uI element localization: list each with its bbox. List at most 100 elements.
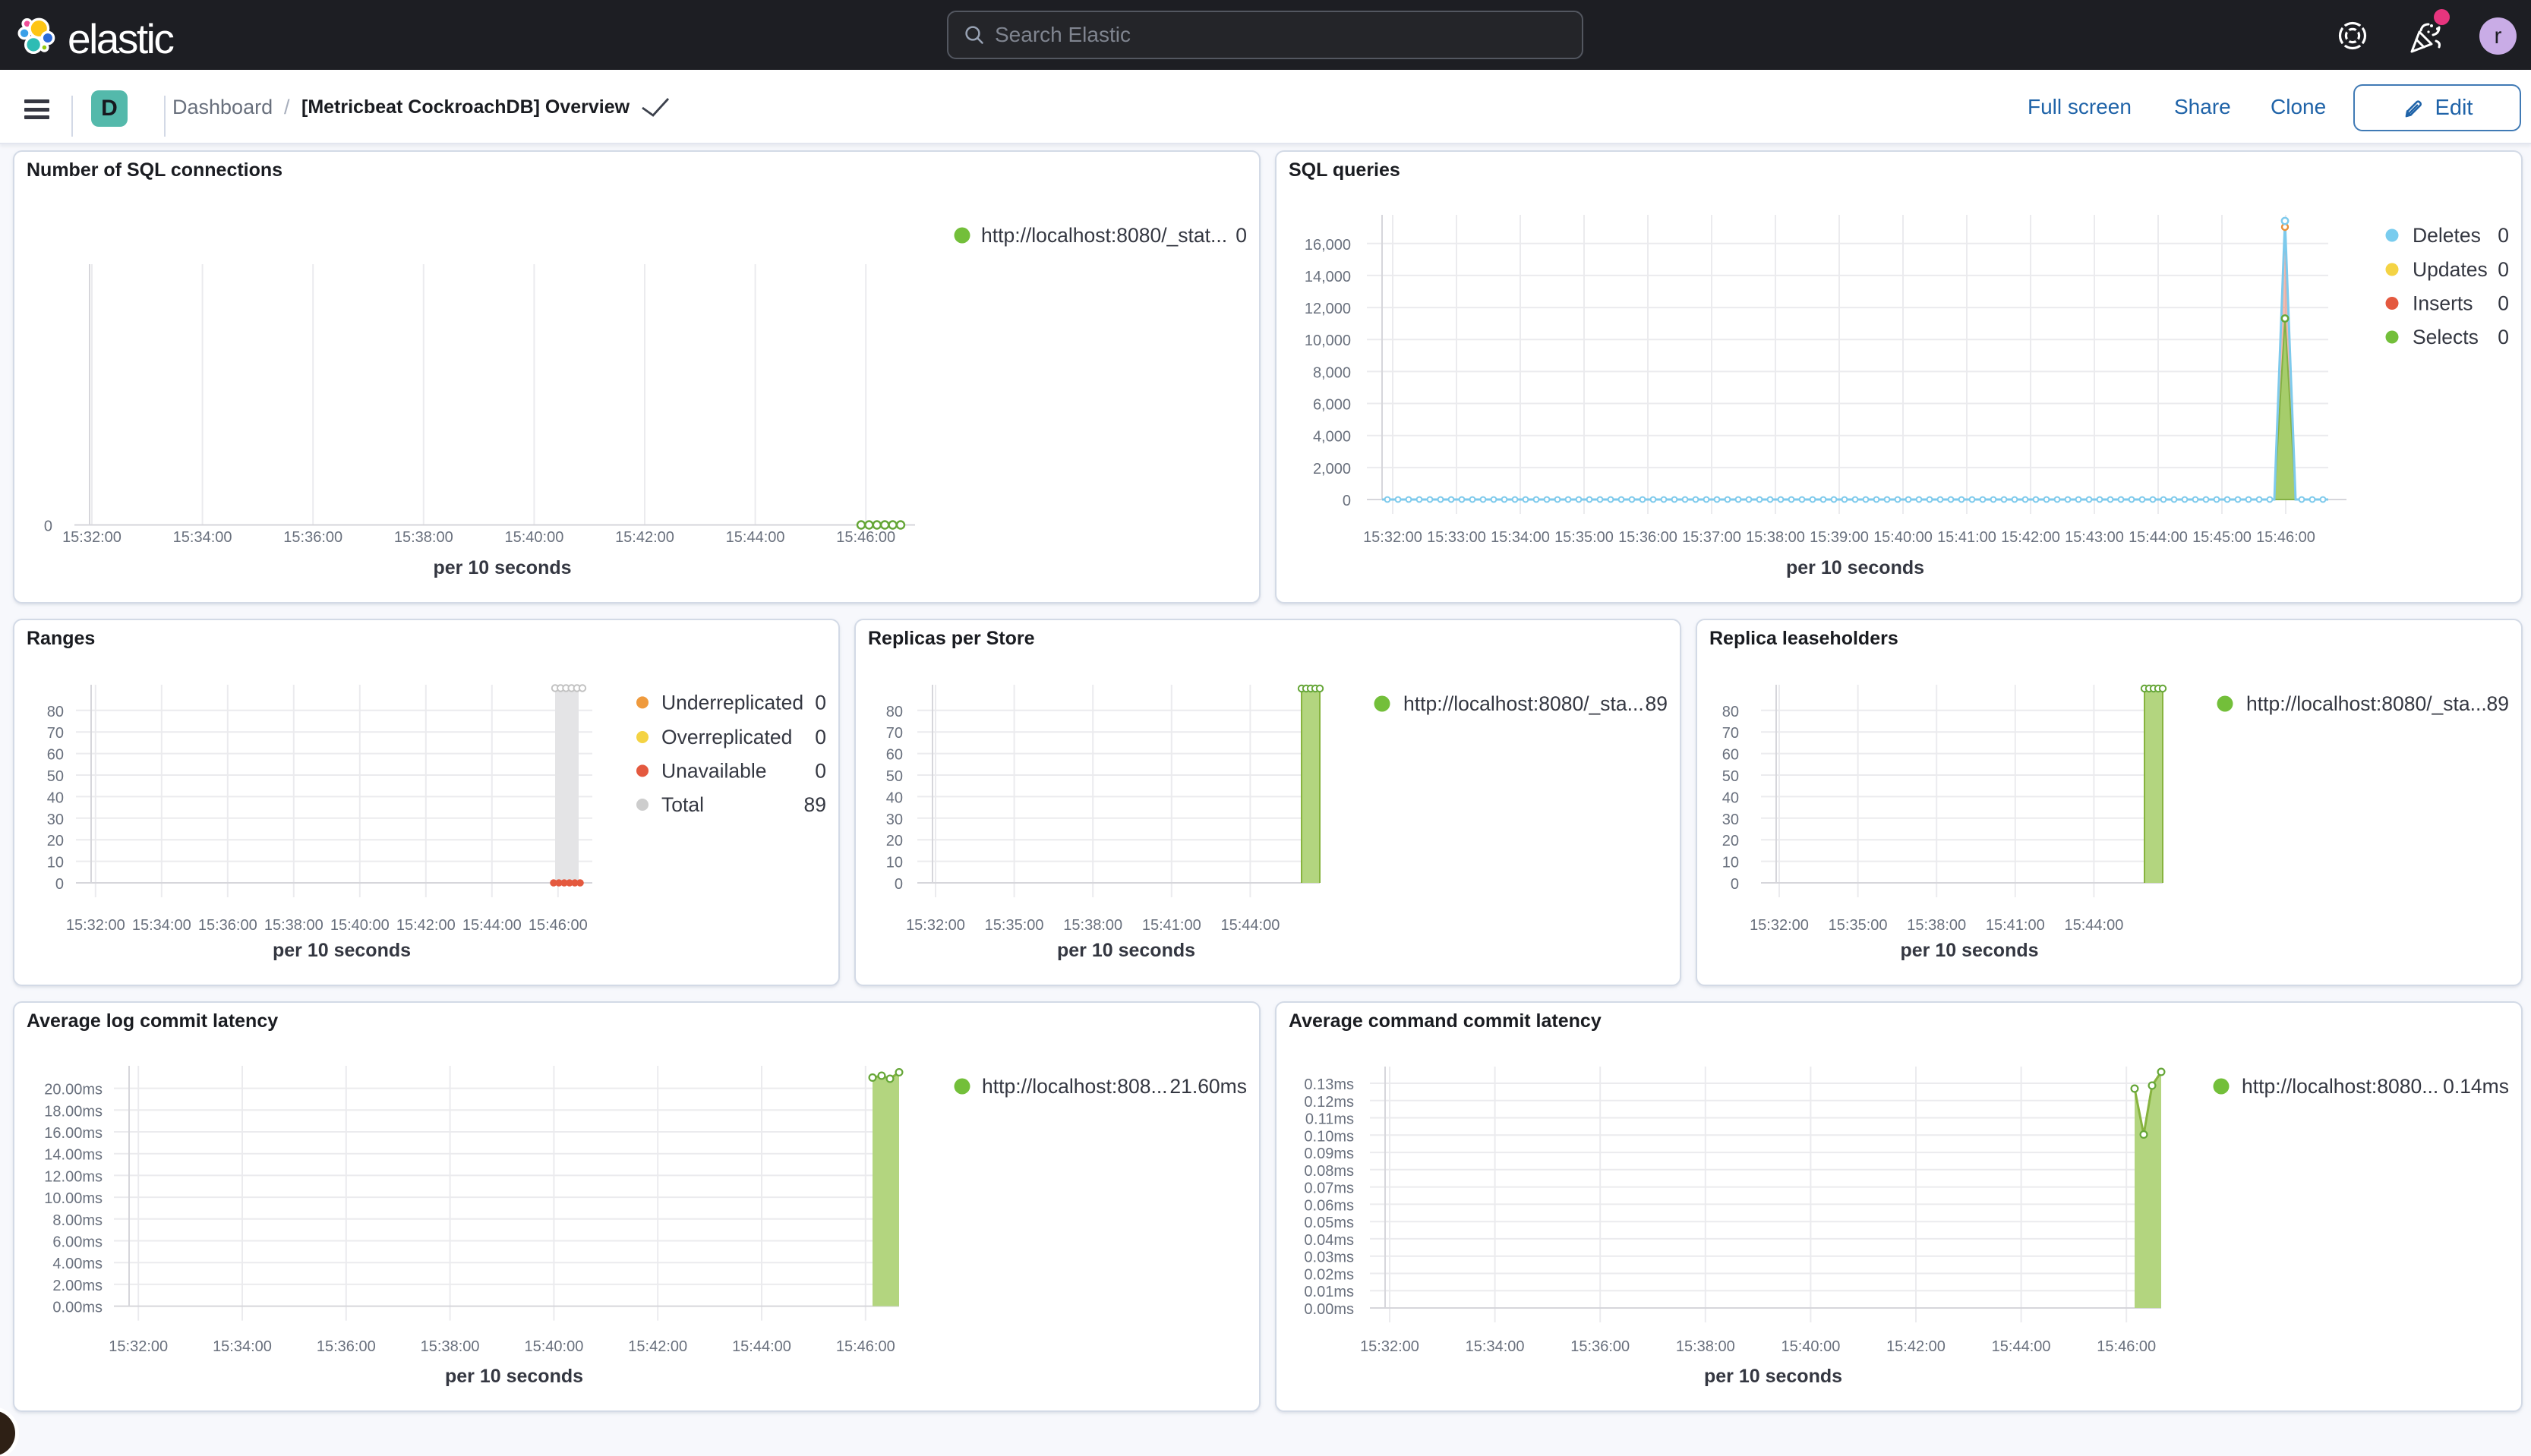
svg-text:15:43:00: 15:43:00 [2065, 529, 2124, 546]
svg-text:15:44:00: 15:44:00 [732, 1338, 791, 1355]
svg-text:15:32:00: 15:32:00 [1750, 917, 1809, 934]
svg-text:0.11ms: 0.11ms [1305, 1111, 1354, 1128]
svg-text:Inserts: Inserts [2413, 292, 2473, 315]
svg-text:0: 0 [2498, 258, 2509, 281]
svg-text:40: 40 [1722, 789, 1739, 806]
svg-text:http://localhost:8080...: http://localhost:8080... [2242, 1075, 2438, 1098]
svg-text:0: 0 [1731, 876, 1739, 893]
svg-text:80: 80 [47, 704, 64, 720]
svg-text:89: 89 [1646, 692, 1668, 715]
svg-text:0: 0 [44, 518, 52, 535]
svg-text:Updates: Updates [2413, 258, 2488, 281]
svg-text:15:41:00: 15:41:00 [1986, 917, 2045, 934]
svg-text:70: 70 [886, 725, 903, 742]
svg-text:60: 60 [886, 747, 903, 764]
svg-text:15:39:00: 15:39:00 [1810, 529, 1869, 546]
svg-text:0: 0 [895, 876, 903, 893]
svg-text:15:44:00: 15:44:00 [1220, 917, 1280, 934]
svg-text:15:38:00: 15:38:00 [421, 1338, 480, 1355]
svg-text:10,000: 10,000 [1305, 332, 1351, 349]
svg-text:60: 60 [47, 747, 64, 764]
svg-text:21.60ms: 21.60ms [1169, 1075, 1247, 1098]
svg-text:12,000: 12,000 [1305, 301, 1351, 317]
svg-text:4.00ms: 4.00ms [52, 1256, 103, 1272]
svg-text:per 10 seconds: per 10 seconds [1704, 1366, 1842, 1387]
svg-text:0: 0 [815, 759, 826, 782]
svg-text:15:36:00: 15:36:00 [317, 1338, 376, 1355]
svg-text:Number of SQL connections: Number of SQL connections [27, 159, 282, 181]
svg-text:15:38:00: 15:38:00 [1063, 917, 1122, 934]
svg-text:Average log commit latency: Average log commit latency [27, 1010, 278, 1032]
svg-text:15:32:00: 15:32:00 [1363, 529, 1422, 546]
svg-text:Selects: Selects [2413, 326, 2479, 348]
svg-text:30: 30 [1722, 812, 1739, 828]
svg-text:15:34:00: 15:34:00 [1466, 1338, 1525, 1355]
svg-text:per 10 seconds: per 10 seconds [1057, 940, 1195, 961]
svg-text:4,000: 4,000 [1313, 429, 1351, 446]
svg-text:15:35:00: 15:35:00 [1829, 917, 1888, 934]
svg-text:http://localhost:8080/_sta...: http://localhost:8080/_sta... [1403, 692, 1644, 715]
svg-text:10.00ms: 10.00ms [44, 1190, 103, 1207]
svg-text:15:36:00: 15:36:00 [1570, 1338, 1630, 1355]
svg-text:0.10ms: 0.10ms [1304, 1128, 1354, 1145]
svg-text:15:42:00: 15:42:00 [615, 529, 674, 546]
svg-text:15:32:00: 15:32:00 [66, 917, 125, 934]
svg-text:10: 10 [47, 855, 64, 871]
svg-text:15:32:00: 15:32:00 [109, 1338, 168, 1355]
svg-text:15:38:00: 15:38:00 [264, 917, 323, 934]
svg-text:0.01ms: 0.01ms [1304, 1284, 1354, 1300]
svg-text:15:34:00: 15:34:00 [173, 529, 232, 546]
svg-text:40: 40 [886, 789, 903, 806]
svg-text:15:40:00: 15:40:00 [330, 917, 390, 934]
svg-text:20: 20 [47, 833, 64, 849]
svg-text:0: 0 [2498, 292, 2509, 315]
svg-text:89: 89 [2487, 692, 2509, 715]
svg-text:80: 80 [886, 704, 903, 720]
svg-text:15:32:00: 15:32:00 [1360, 1338, 1419, 1355]
svg-text:15:41:00: 15:41:00 [1142, 917, 1201, 934]
svg-text:15:36:00: 15:36:00 [283, 529, 342, 546]
svg-text:15:41:00: 15:41:00 [1937, 529, 1996, 546]
svg-text:0.13ms: 0.13ms [1304, 1076, 1354, 1093]
svg-text:0.04ms: 0.04ms [1304, 1232, 1354, 1249]
svg-text:15:34:00: 15:34:00 [213, 1338, 272, 1355]
svg-text:15:35:00: 15:35:00 [1554, 529, 1614, 546]
svg-text:15:32:00: 15:32:00 [62, 529, 122, 546]
svg-text:0: 0 [815, 726, 826, 748]
svg-text:per 10 seconds: per 10 seconds [445, 1366, 583, 1387]
svg-text:6.00ms: 6.00ms [52, 1234, 103, 1251]
svg-text:70: 70 [1722, 725, 1739, 742]
svg-text:8,000: 8,000 [1313, 364, 1351, 381]
svg-text:0: 0 [2498, 326, 2509, 348]
svg-text:per 10 seconds: per 10 seconds [1900, 940, 2038, 961]
svg-text:40: 40 [47, 789, 64, 806]
svg-text:0.14ms: 0.14ms [2443, 1075, 2509, 1098]
svg-text:15:46:00: 15:46:00 [2097, 1338, 2156, 1355]
svg-text:15:35:00: 15:35:00 [985, 917, 1044, 934]
svg-text:50: 50 [1722, 768, 1739, 785]
svg-text:15:38:00: 15:38:00 [1676, 1338, 1735, 1355]
svg-text:0: 0 [1236, 224, 1247, 247]
svg-text:per 10 seconds: per 10 seconds [1786, 557, 1924, 578]
svg-text:15:44:00: 15:44:00 [2064, 917, 2123, 934]
svg-text:8.00ms: 8.00ms [52, 1212, 103, 1229]
svg-text:12.00ms: 12.00ms [44, 1168, 103, 1185]
svg-text:Replica leaseholders: Replica leaseholders [1709, 628, 1898, 649]
svg-text:15:37:00: 15:37:00 [1682, 529, 1741, 546]
svg-text:16.00ms: 16.00ms [44, 1125, 103, 1142]
svg-text:0: 0 [1343, 493, 1351, 509]
svg-text:0.12ms: 0.12ms [1304, 1094, 1354, 1111]
svg-text:Total: Total [661, 793, 704, 816]
svg-text:20: 20 [886, 833, 903, 849]
svg-text:15:40:00: 15:40:00 [504, 529, 563, 546]
svg-text:70: 70 [47, 725, 64, 742]
svg-text:0.08ms: 0.08ms [1304, 1163, 1354, 1180]
svg-text:30: 30 [886, 812, 903, 828]
svg-text:15:33:00: 15:33:00 [1427, 529, 1486, 546]
svg-text:15:45:00: 15:45:00 [2192, 529, 2252, 546]
svg-text:15:46:00: 15:46:00 [529, 917, 588, 934]
svg-text:15:42:00: 15:42:00 [628, 1338, 687, 1355]
svg-text:10: 10 [1722, 855, 1739, 871]
svg-text:15:42:00: 15:42:00 [2001, 529, 2060, 546]
svg-text:50: 50 [886, 768, 903, 785]
